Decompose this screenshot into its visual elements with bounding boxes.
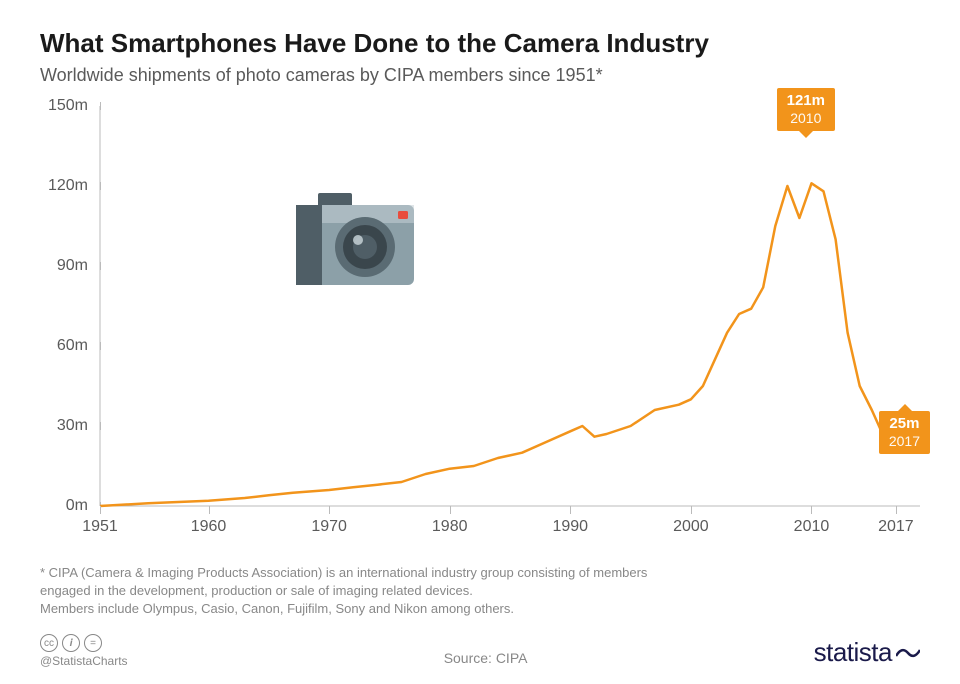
chart-subtitle: Worldwide shipments of photo cameras by … — [40, 65, 920, 86]
x-tick-label: 2000 — [673, 518, 709, 536]
x-tick-label: 2010 — [794, 518, 830, 536]
callout-end-year: 2017 — [889, 433, 920, 450]
x-tick-label: 1980 — [432, 518, 468, 536]
x-tick-label: 1960 — [191, 518, 227, 536]
chart-area: 0m30m60m90m120m150m 121m 2010 25m 2017 1… — [40, 106, 920, 546]
y-axis: 0m30m60m90m120m150m — [40, 106, 100, 506]
x-tick-label: 1951 — [82, 518, 118, 536]
nd-icon: = — [84, 634, 102, 652]
cc-icon: cc — [40, 634, 58, 652]
footnote-text: * CIPA (Camera & Imaging Products Associ… — [40, 564, 920, 619]
y-tick-label: 60m — [57, 337, 88, 355]
footer: cc 𝒊 = @StatistaCharts Source: CIPA stat… — [40, 634, 920, 668]
callout-end: 25m 2017 — [879, 411, 930, 454]
twitter-handle: @StatistaCharts — [40, 654, 128, 668]
footer-left: cc 𝒊 = @StatistaCharts — [40, 634, 128, 668]
x-axis: 19511960197019801990200020102017 — [100, 506, 920, 546]
source-label: Source: CIPA — [444, 650, 528, 666]
y-tick-label: 90m — [57, 257, 88, 275]
callout-peak: 121m 2010 — [777, 88, 835, 131]
chart-title: What Smartphones Have Done to the Camera… — [40, 28, 920, 59]
by-icon: 𝒊 — [62, 634, 80, 652]
y-tick-label: 0m — [66, 497, 88, 515]
x-tick-label: 1970 — [311, 518, 347, 536]
callout-peak-value: 121m — [787, 92, 825, 110]
y-tick-label: 30m — [57, 417, 88, 435]
statista-wave-icon — [896, 646, 920, 660]
callout-peak-year: 2010 — [787, 110, 825, 127]
x-tick-label: 1990 — [552, 518, 588, 536]
camera-icon — [290, 191, 420, 296]
cc-license-icons: cc 𝒊 = — [40, 634, 128, 652]
y-tick-label: 150m — [48, 97, 88, 115]
x-tick-label: 2017 — [878, 518, 914, 536]
y-tick-label: 120m — [48, 177, 88, 195]
statista-logo: statista — [814, 637, 920, 668]
plot-region: 121m 2010 25m 2017 — [100, 106, 920, 506]
callout-end-value: 25m — [889, 415, 920, 433]
statista-logo-text: statista — [814, 637, 892, 668]
